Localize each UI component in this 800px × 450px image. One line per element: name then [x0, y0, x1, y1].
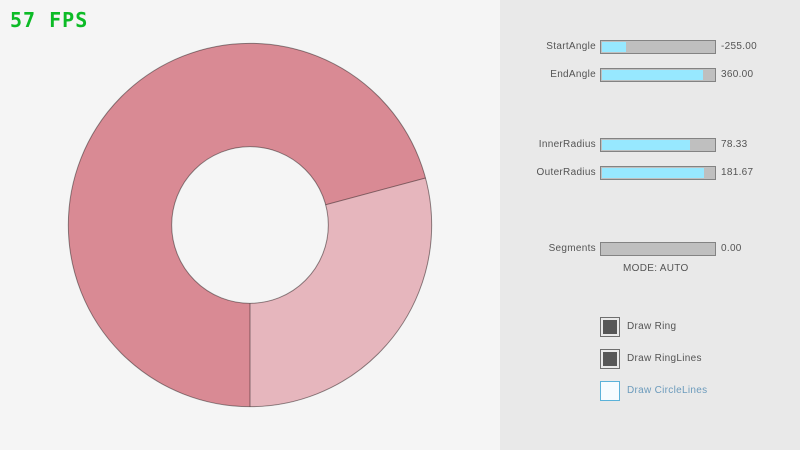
inner-radius-slider[interactable]	[600, 138, 716, 152]
outer-radius-slider-fill	[602, 168, 704, 178]
end-angle-slider[interactable]	[600, 68, 716, 82]
ring-single-pass-region	[250, 177, 432, 407]
start-angle-slider[interactable]	[600, 40, 716, 54]
start-angle-label: StartAngle	[546, 41, 596, 52]
ring-inner-outline	[171, 146, 329, 304]
check-mark-icon	[603, 352, 617, 366]
segments-value: 0.00	[721, 243, 742, 254]
end-angle-value: 360.00	[721, 69, 754, 80]
control-panel: StartAngle -255.00 EndAngle 360.00 Inner…	[500, 0, 800, 450]
check-mark-icon	[603, 320, 617, 334]
outer-radius-label: OuterRadius	[536, 167, 596, 178]
end-angle-label: EndAngle	[550, 69, 596, 80]
slider-row-outer-radius: OuterRadius 181.67	[500, 166, 800, 180]
slider-row-start-angle: StartAngle -255.00	[500, 40, 800, 54]
fps-counter: 57 FPS	[10, 8, 89, 32]
inner-radius-slider-fill	[602, 140, 690, 150]
inner-radius-value: 78.33	[721, 139, 748, 150]
draw-circlelines-label: Draw CircleLines	[627, 385, 708, 396]
draw-ring-checkbox[interactable]	[600, 317, 620, 337]
segments-label: Segments	[548, 243, 596, 254]
slider-row-end-angle: EndAngle 360.00	[500, 68, 800, 82]
slider-row-segments: Segments 0.00	[500, 242, 800, 256]
draw-ringlines-checkbox[interactable]	[600, 349, 620, 369]
inner-radius-label: InnerRadius	[538, 139, 596, 150]
draw-ringlines-label: Draw RingLines	[627, 353, 702, 364]
ring-startangle-boundary-line	[325, 177, 426, 206]
outer-radius-slider[interactable]	[600, 166, 716, 180]
outer-radius-value: 181.67	[721, 167, 754, 178]
end-angle-slider-fill	[602, 70, 703, 80]
ring-outer-outline	[67, 42, 433, 408]
segments-mode-label: MODE: AUTO	[623, 263, 689, 274]
slider-row-inner-radius: InnerRadius 78.33	[500, 138, 800, 152]
segments-slider[interactable]	[600, 242, 716, 256]
ring-chart	[67, 42, 433, 408]
draw-circlelines-checkbox[interactable]	[600, 381, 620, 401]
start-angle-value: -255.00	[721, 41, 758, 52]
start-angle-slider-fill	[602, 42, 627, 52]
draw-ring-label: Draw Ring	[627, 321, 677, 332]
